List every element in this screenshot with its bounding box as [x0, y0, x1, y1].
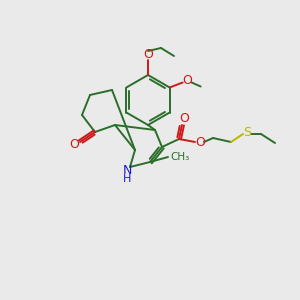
Text: O: O: [179, 112, 189, 125]
Text: O: O: [143, 49, 153, 62]
Text: O: O: [69, 137, 79, 151]
Text: N: N: [122, 164, 132, 178]
Text: CH₃: CH₃: [170, 152, 189, 162]
Text: O: O: [183, 74, 193, 87]
Text: O: O: [195, 136, 205, 148]
Text: S: S: [243, 125, 251, 139]
Text: H: H: [123, 174, 131, 184]
